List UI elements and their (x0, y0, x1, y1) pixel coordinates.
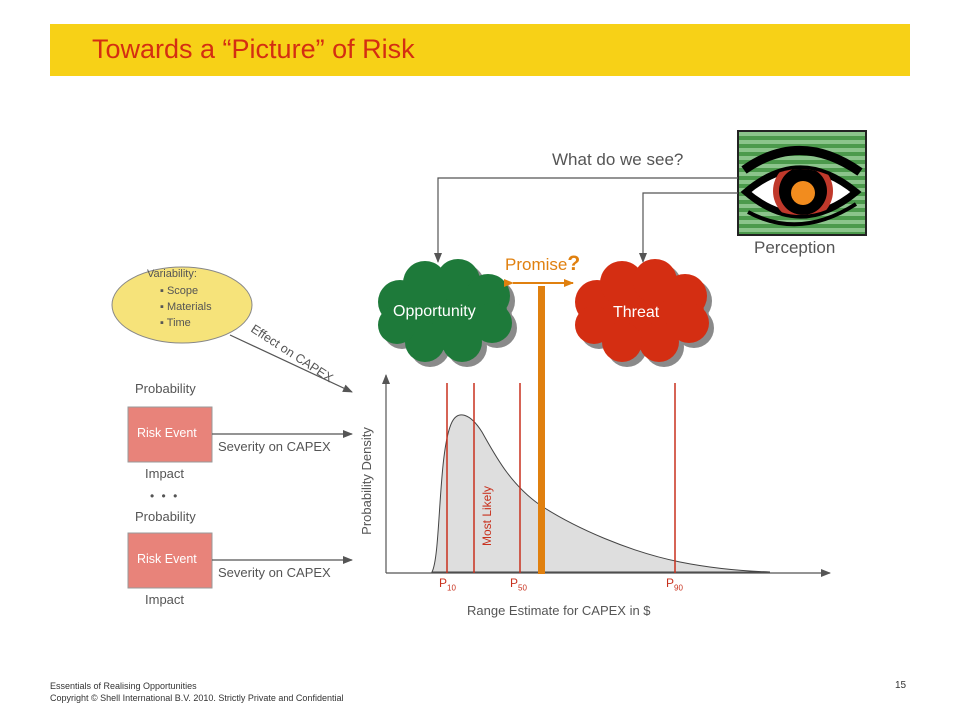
eye-icon (737, 130, 867, 236)
question-label: What do we see? (552, 150, 684, 169)
page-number: 15 (895, 680, 907, 691)
risk-event-label: Risk Event (137, 426, 197, 440)
opportunity-label: Opportunity (393, 303, 476, 320)
risk-event-box-1 (127, 406, 213, 463)
title-bar: Towards a “Picture” of Risk (50, 24, 910, 76)
p10-label: P10 (439, 576, 456, 593)
severity-label: Severity on CAPEX (218, 439, 331, 454)
variability-item: ▪ Materials (160, 301, 212, 313)
probability-label: Probability (135, 509, 196, 524)
effect-label: Effect on CAPEX (248, 322, 336, 386)
perception-label: Perception (754, 238, 836, 257)
p90-label: P90 (666, 576, 683, 593)
y-axis-label: Probability Density (359, 427, 374, 535)
density-curve (431, 414, 771, 573)
threat-label: Threat (613, 304, 660, 321)
slide-title: Towards a “Picture” of Risk (92, 34, 415, 64)
impact-label: Impact (145, 466, 185, 481)
probability-label: Probability (135, 381, 196, 396)
footer: Essentials of Realising Opportunities Co… (50, 680, 343, 704)
impact-label: Impact (145, 592, 185, 607)
p50-label: P50 (510, 576, 527, 593)
promise-label: Promise? (505, 252, 580, 276)
perception-connectors (434, 177, 738, 263)
ellipsis: • • • (150, 489, 180, 503)
opportunity-cloud (378, 259, 517, 367)
effect-arrow (229, 334, 353, 393)
variability-ellipse (111, 266, 253, 344)
severity-label: Severity on CAPEX (218, 565, 331, 580)
promise-bar (538, 286, 545, 574)
promise-text: Promise (505, 255, 568, 274)
most-likely-label: Most Likely (480, 486, 494, 546)
threat-cloud (575, 259, 714, 367)
variability-heading: Variability: (147, 268, 197, 280)
variability-item: ▪ Time (160, 317, 191, 329)
footer-line-2: Copyright © Shell International B.V. 201… (50, 693, 344, 703)
x-axis-label: Range Estimate for CAPEX in $ (467, 603, 651, 618)
risk-event-label: Risk Event (137, 552, 197, 566)
promise-question-mark: ? (567, 252, 581, 275)
footer-line-1: Essentials of Realising Opportunities (50, 681, 197, 691)
variability-item: ▪ Scope (160, 285, 199, 297)
